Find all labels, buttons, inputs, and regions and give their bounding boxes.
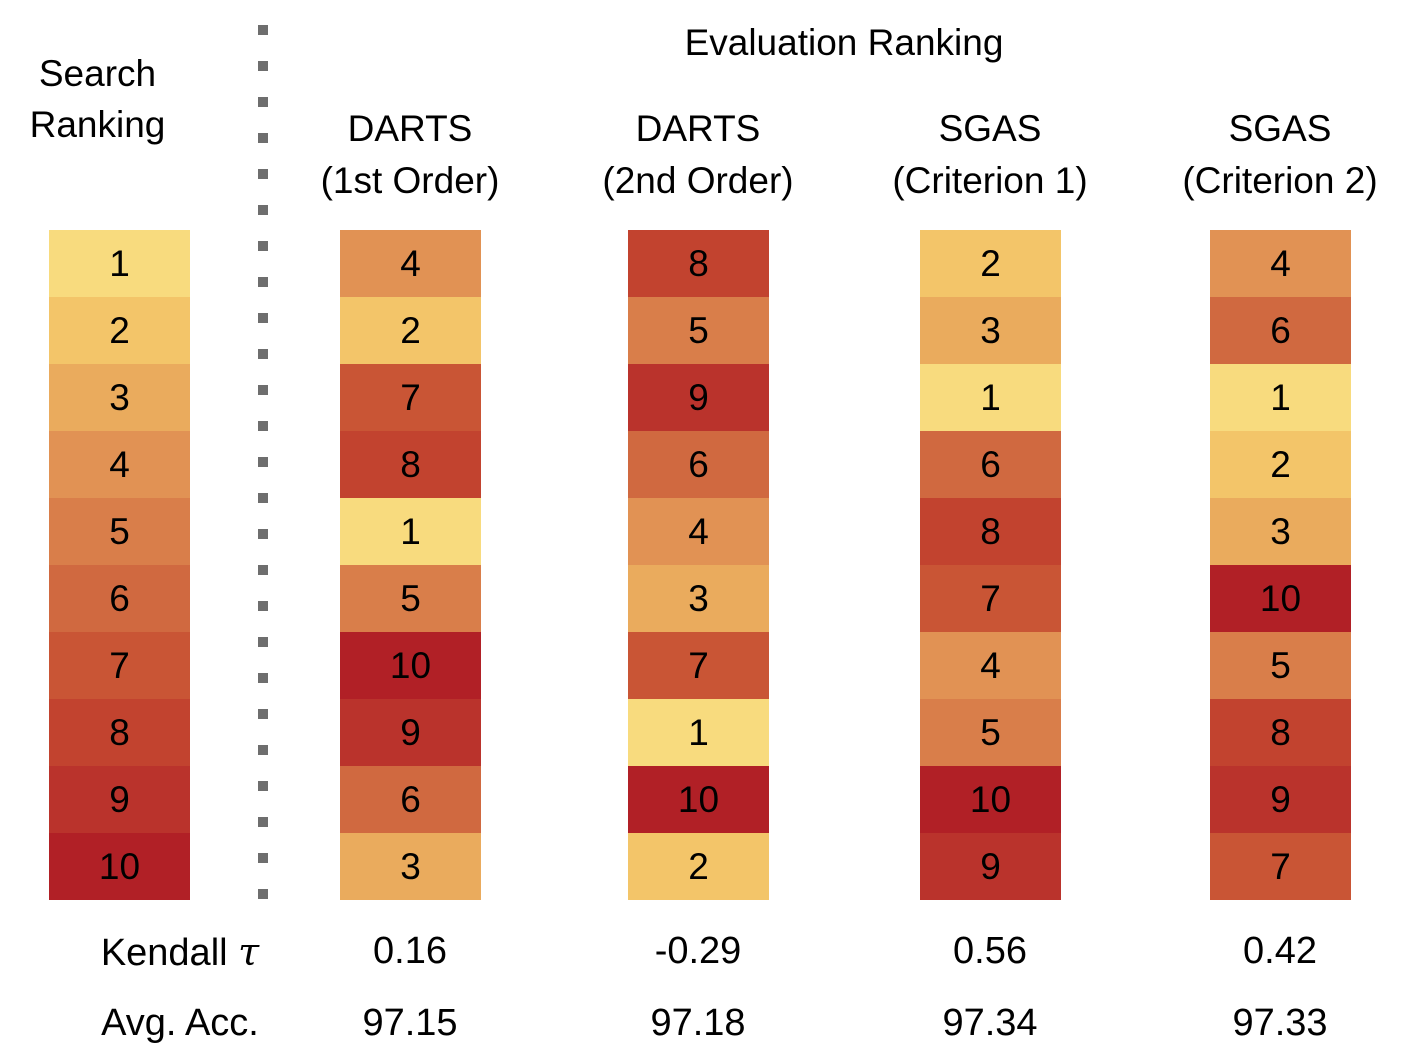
search-rank-cell: 9 bbox=[49, 766, 190, 833]
eval-rank-cell: 5 bbox=[1210, 632, 1351, 699]
eval-rank-cell: 4 bbox=[1210, 230, 1351, 297]
eval-rank-cell: 2 bbox=[628, 833, 769, 900]
column-header-darts-2nd-order: DARTS (2nd Order) bbox=[538, 103, 858, 207]
column-header-line1: DARTS bbox=[347, 108, 473, 149]
kendall-value-darts-1st: 0.16 bbox=[373, 930, 447, 972]
eval-rank-cell: 5 bbox=[920, 699, 1061, 766]
tau-symbol: τ bbox=[238, 930, 260, 974]
column-header-sgas-criterion-2: SGAS (Criterion 2) bbox=[1120, 103, 1408, 207]
eval-rank-cell: 6 bbox=[920, 431, 1061, 498]
eval-rank-cell: 4 bbox=[628, 498, 769, 565]
column-header-sgas-criterion-1: SGAS (Criterion 1) bbox=[830, 103, 1150, 207]
search-rank-cell: 5 bbox=[49, 498, 190, 565]
eval-rank-cell: 10 bbox=[340, 632, 481, 699]
dotted-separator-line bbox=[258, 25, 268, 905]
search-rank-cell: 8 bbox=[49, 699, 190, 766]
eval-rank-cell: 10 bbox=[628, 766, 769, 833]
eval-rank-cell: 9 bbox=[628, 364, 769, 431]
eval-rank-cell: 2 bbox=[920, 230, 1061, 297]
eval-rank-cell: 10 bbox=[920, 766, 1061, 833]
eval-rank-cell: 8 bbox=[1210, 699, 1351, 766]
avg-acc-value-sgas-1: 97.34 bbox=[942, 1002, 1038, 1044]
eval-rank-cell: 9 bbox=[1210, 766, 1351, 833]
search-rank-cell: 3 bbox=[49, 364, 190, 431]
eval-rank-cell: 8 bbox=[628, 230, 769, 297]
avg-acc-value-sgas-2: 97.33 bbox=[1232, 1002, 1328, 1044]
column-header-line1: SGAS bbox=[1228, 108, 1332, 149]
search-label-line1: Search bbox=[38, 53, 157, 94]
avg-acc-value-darts-1st: 97.15 bbox=[362, 1002, 458, 1044]
eval-rank-cell: 3 bbox=[628, 565, 769, 632]
column-header-darts-1st-order: DARTS (1st Order) bbox=[250, 103, 570, 207]
avg-acc-row-label: Avg. Acc. bbox=[101, 1002, 259, 1044]
eval-rank-cell: 1 bbox=[920, 364, 1061, 431]
evaluation-ranking-title: Evaluation Ranking bbox=[684, 22, 1004, 63]
kendall-value-sgas-2: 0.42 bbox=[1243, 930, 1317, 972]
kendall-value-darts-2nd: -0.29 bbox=[654, 930, 742, 972]
avg-acc-value-darts-2nd: 97.18 bbox=[650, 1002, 746, 1044]
eval-rank-cell: 8 bbox=[920, 498, 1061, 565]
kendall-tau-row-label: Kendall τ bbox=[30, 930, 330, 975]
search-rank-cell: 1 bbox=[49, 230, 190, 297]
eval-rank-cell: 5 bbox=[340, 565, 481, 632]
eval-rank-cell: 3 bbox=[1210, 498, 1351, 565]
kendall-label-text: Kendall bbox=[100, 932, 228, 974]
eval-rank-cell: 4 bbox=[340, 230, 481, 297]
eval-rank-cell: 6 bbox=[1210, 297, 1351, 364]
column-header-line2: (Criterion 2) bbox=[1182, 160, 1378, 201]
eval-rank-cell: 2 bbox=[1210, 431, 1351, 498]
eval-rank-cell: 7 bbox=[920, 565, 1061, 632]
eval-rank-cell: 6 bbox=[340, 766, 481, 833]
eval-rank-cell: 9 bbox=[340, 699, 481, 766]
eval-rank-cell: 10 bbox=[1210, 565, 1351, 632]
eval-rank-cell: 3 bbox=[920, 297, 1061, 364]
search-rank-cell: 2 bbox=[49, 297, 190, 364]
eval-rank-cell: 9 bbox=[920, 833, 1061, 900]
search-rank-cell: 10 bbox=[49, 833, 190, 900]
search-rank-cell: 7 bbox=[49, 632, 190, 699]
eval-rank-cell: 4 bbox=[920, 632, 1061, 699]
eval-rank-cell: 1 bbox=[1210, 364, 1351, 431]
column-header-line2: (1st Order) bbox=[320, 160, 500, 201]
eval-rank-cell: 2 bbox=[340, 297, 481, 364]
eval-rank-cell: 6 bbox=[628, 431, 769, 498]
eval-rank-cell: 1 bbox=[628, 699, 769, 766]
column-header-line1: DARTS bbox=[635, 108, 761, 149]
search-label-line2: Ranking bbox=[29, 104, 166, 145]
search-rank-cell: 4 bbox=[49, 431, 190, 498]
eval-rank-cell: 1 bbox=[340, 498, 481, 565]
eval-rank-cell: 7 bbox=[628, 632, 769, 699]
kendall-value-sgas-1: 0.56 bbox=[953, 930, 1027, 972]
eval-rank-cell: 7 bbox=[1210, 833, 1351, 900]
eval-rank-cell: 8 bbox=[340, 431, 481, 498]
search-ranking-axis-label: Search Ranking bbox=[5, 48, 190, 150]
eval-rank-cell: 7 bbox=[340, 364, 481, 431]
eval-rank-cell: 5 bbox=[628, 297, 769, 364]
column-header-line2: (Criterion 1) bbox=[892, 160, 1088, 201]
column-header-line2: (2nd Order) bbox=[602, 160, 794, 201]
search-rank-cell: 6 bbox=[49, 565, 190, 632]
column-header-line1: SGAS bbox=[938, 108, 1042, 149]
eval-rank-cell: 3 bbox=[340, 833, 481, 900]
